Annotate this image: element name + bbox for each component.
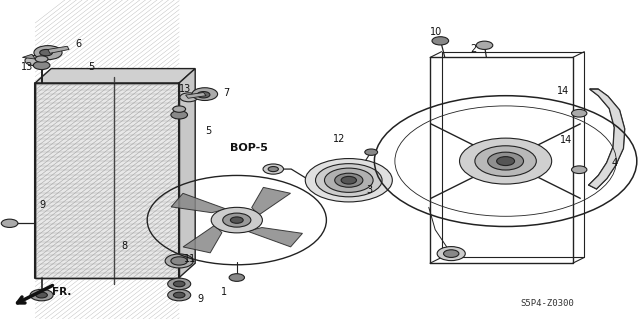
Circle shape	[230, 217, 243, 223]
Circle shape	[476, 41, 493, 49]
Circle shape	[497, 157, 515, 166]
Text: 1: 1	[221, 287, 227, 297]
Circle shape	[488, 152, 524, 170]
Text: S5P4-Z0300: S5P4-Z0300	[520, 299, 574, 308]
Text: 10: 10	[430, 27, 442, 37]
Circle shape	[180, 93, 198, 102]
Circle shape	[460, 138, 552, 184]
Circle shape	[25, 56, 45, 66]
Text: 2: 2	[470, 44, 477, 55]
Polygon shape	[252, 187, 291, 215]
Circle shape	[572, 109, 587, 117]
Text: 14: 14	[557, 86, 569, 96]
Circle shape	[165, 254, 193, 268]
Circle shape	[263, 164, 284, 174]
Text: 11: 11	[184, 254, 196, 264]
Text: 4: 4	[611, 158, 618, 168]
Circle shape	[432, 37, 449, 45]
Text: 12: 12	[333, 134, 345, 144]
Circle shape	[171, 111, 188, 119]
Circle shape	[324, 168, 373, 192]
Text: 9: 9	[40, 200, 46, 210]
Text: 5: 5	[205, 126, 211, 136]
Text: 7: 7	[223, 87, 229, 98]
Circle shape	[173, 106, 186, 112]
Circle shape	[168, 278, 191, 290]
Circle shape	[475, 146, 536, 176]
Circle shape	[335, 173, 363, 187]
Text: 13: 13	[20, 62, 33, 72]
Polygon shape	[171, 193, 227, 213]
Circle shape	[444, 250, 459, 257]
Text: 3: 3	[366, 185, 372, 195]
Circle shape	[34, 46, 62, 60]
Circle shape	[35, 56, 48, 62]
Circle shape	[341, 176, 356, 184]
Circle shape	[192, 88, 218, 100]
Text: BOP-5: BOP-5	[230, 143, 268, 153]
Circle shape	[229, 274, 244, 281]
Circle shape	[40, 49, 52, 56]
Text: 9: 9	[197, 294, 204, 304]
Text: FR.: FR.	[52, 287, 72, 297]
Circle shape	[173, 292, 185, 298]
Polygon shape	[179, 69, 195, 278]
Circle shape	[223, 213, 251, 227]
Polygon shape	[247, 227, 303, 247]
Circle shape	[365, 149, 378, 155]
Text: 5: 5	[88, 62, 95, 72]
Circle shape	[197, 92, 210, 98]
Circle shape	[171, 257, 188, 265]
Circle shape	[211, 207, 262, 233]
Polygon shape	[22, 54, 35, 59]
Polygon shape	[35, 83, 179, 278]
Circle shape	[36, 292, 47, 298]
Text: 14: 14	[560, 135, 572, 145]
Circle shape	[1, 219, 18, 227]
Circle shape	[173, 281, 185, 287]
Circle shape	[437, 247, 465, 261]
Polygon shape	[35, 69, 195, 83]
Circle shape	[572, 166, 587, 174]
Circle shape	[316, 164, 382, 197]
Text: 8: 8	[122, 241, 128, 251]
Circle shape	[33, 61, 50, 70]
Circle shape	[305, 159, 392, 202]
Polygon shape	[186, 93, 206, 98]
Circle shape	[168, 289, 191, 301]
Polygon shape	[589, 89, 625, 189]
Circle shape	[30, 289, 53, 301]
Polygon shape	[48, 46, 69, 53]
Text: 13: 13	[179, 84, 191, 94]
Polygon shape	[183, 225, 222, 253]
Circle shape	[268, 167, 278, 172]
Text: 6: 6	[76, 39, 82, 49]
